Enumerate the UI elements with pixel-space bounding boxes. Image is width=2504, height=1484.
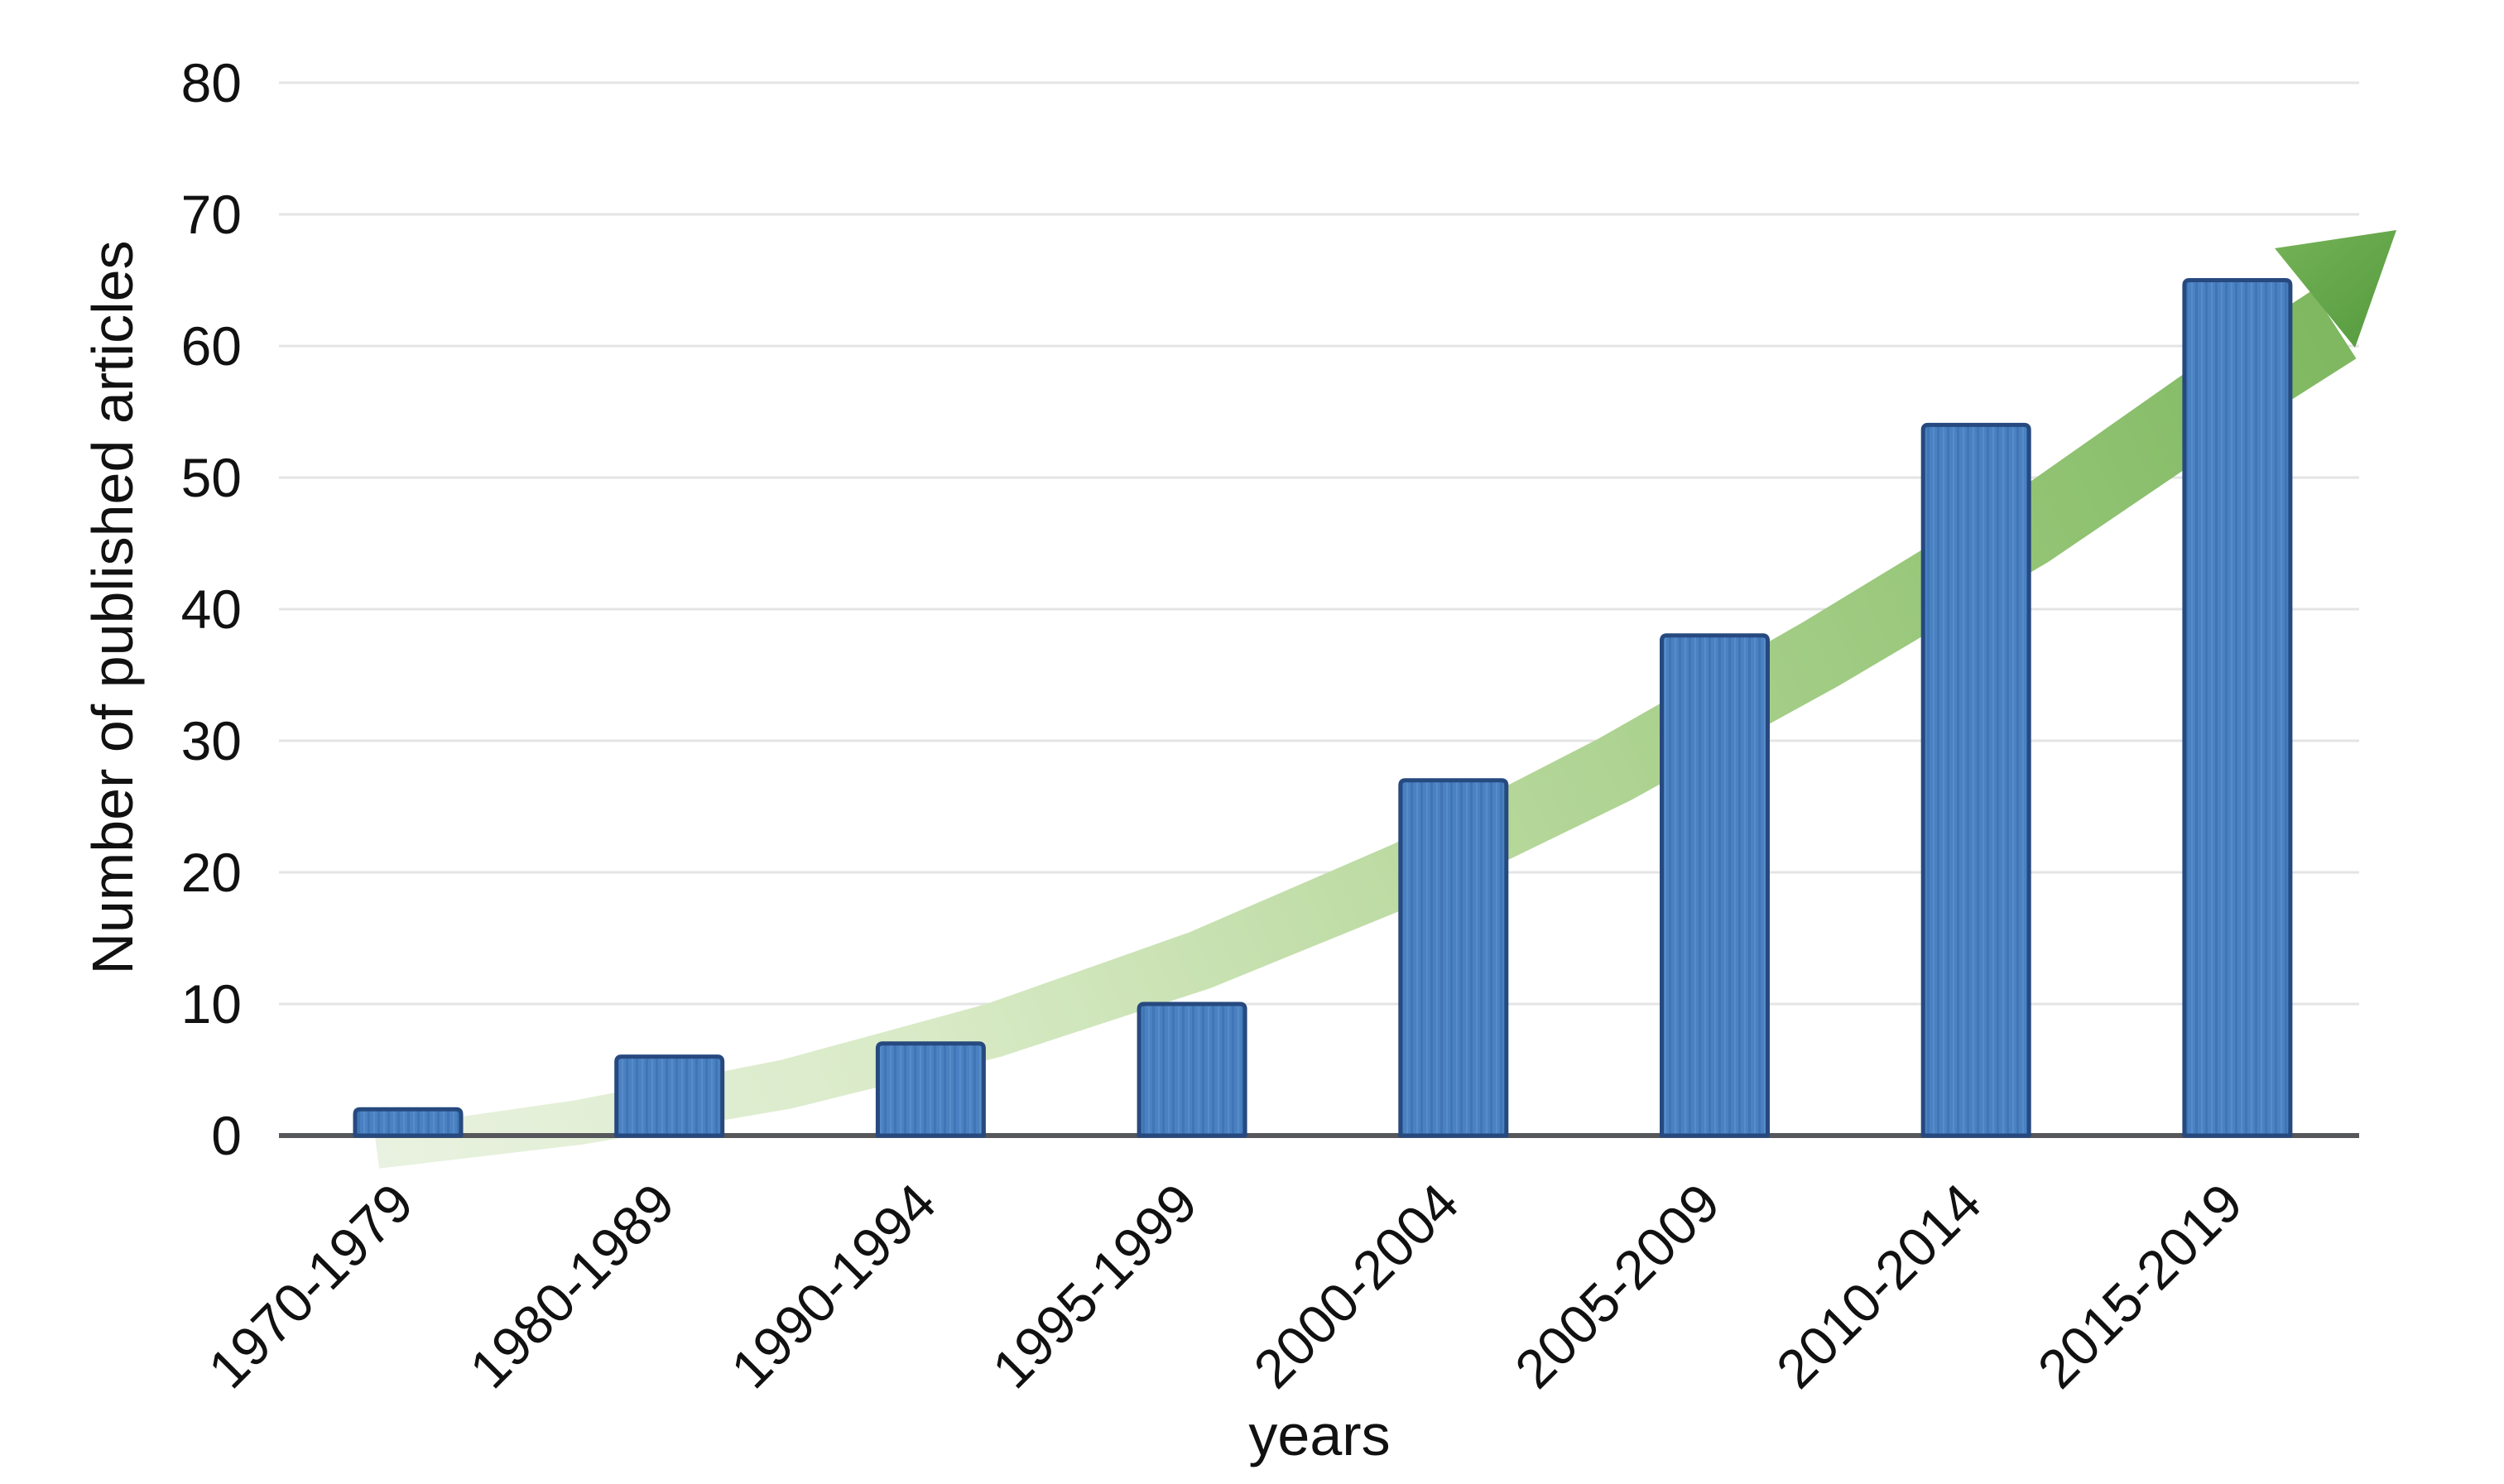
gridlines-group (279, 81, 2359, 1006)
x-tick-label-2005-2009: 2005-2009 (1503, 1172, 1732, 1400)
trend-arrow (373, 230, 2396, 1169)
x-tick-label-1995-1999: 1995-1999 (980, 1172, 1209, 1400)
y-tick-label-0: 0 (211, 1105, 242, 1166)
y-axis-title: Number of published articles (80, 240, 145, 974)
x-tick-label-2010-2014: 2010-2014 (1765, 1172, 1993, 1400)
y-tick-label-60: 60 (181, 315, 242, 377)
x-tick-label-1990-1994: 1990-1994 (719, 1172, 948, 1400)
bar-1990-1994 (875, 1041, 986, 1138)
y-tick-label-50: 50 (181, 447, 242, 508)
y-tick-label-30: 30 (181, 710, 242, 771)
bar-2010-2014 (1920, 422, 2031, 1138)
y-tick-label-70: 70 (181, 184, 242, 245)
trend-arrow-head-icon (2275, 230, 2396, 348)
y-tick-label-40: 40 (181, 579, 242, 640)
bar-2000-2004 (1398, 778, 1509, 1138)
x-axis-title: years (1248, 1403, 1390, 1467)
trend-arrow-shaft (373, 290, 2357, 1169)
bar-1980-1989 (614, 1054, 725, 1138)
y-tick-label-20: 20 (181, 842, 242, 903)
x-tick-label-1980-1989: 1980-1989 (458, 1172, 686, 1400)
y-tick-labels-group: 0 10 20 30 40 50 60 70 80 (181, 52, 242, 1166)
x-tick-label-2015-2019: 2015-2019 (2026, 1172, 2254, 1400)
y-tick-label-80: 80 (181, 52, 242, 113)
bar-2015-2019 (2182, 278, 2293, 1138)
x-tick-label-2000-2004: 2000-2004 (1242, 1172, 1470, 1400)
x-tick-labels-group: 1970-1979 1980-1989 1990-1994 1995-1999 2000… (196, 1172, 2253, 1400)
bars-group (353, 278, 2293, 1138)
bar-2005-2009 (1660, 633, 1770, 1138)
y-tick-label-10: 10 (181, 973, 242, 1035)
bar-1970-1979 (353, 1107, 464, 1138)
x-tick-label-1970-1979: 1970-1979 (196, 1172, 425, 1400)
bar-1995-1999 (1137, 1001, 1247, 1138)
